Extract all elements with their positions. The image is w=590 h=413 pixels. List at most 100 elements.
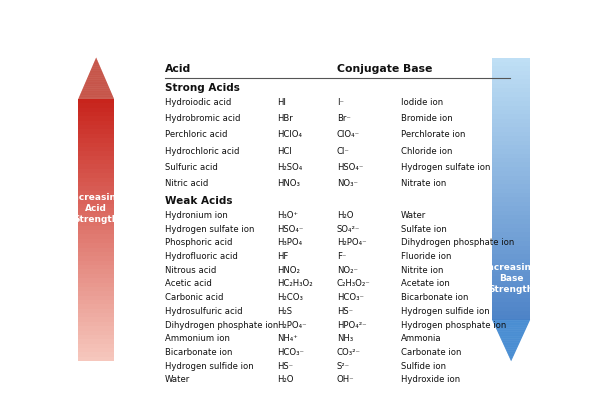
- Polygon shape: [78, 261, 114, 265]
- Polygon shape: [91, 69, 101, 70]
- Text: HCl: HCl: [277, 147, 292, 156]
- Polygon shape: [494, 325, 527, 326]
- Polygon shape: [78, 116, 114, 121]
- Polygon shape: [78, 199, 114, 204]
- Polygon shape: [78, 195, 114, 199]
- Polygon shape: [78, 247, 114, 252]
- Polygon shape: [492, 93, 530, 97]
- Text: Hydroxide ion: Hydroxide ion: [401, 375, 460, 384]
- Polygon shape: [492, 267, 530, 272]
- Text: Increasing
Base
Strength: Increasing Base Strength: [484, 263, 538, 294]
- Polygon shape: [492, 285, 530, 289]
- Polygon shape: [492, 206, 530, 211]
- Polygon shape: [509, 357, 513, 358]
- Text: Nitrite ion: Nitrite ion: [401, 266, 443, 275]
- Text: HCO₃⁻: HCO₃⁻: [337, 293, 363, 302]
- Text: Hydrochloric acid: Hydrochloric acid: [165, 147, 240, 156]
- Polygon shape: [78, 217, 114, 221]
- Text: HI: HI: [277, 98, 286, 107]
- Polygon shape: [95, 59, 97, 60]
- Polygon shape: [506, 350, 516, 351]
- Text: HC₂H₃O₂: HC₂H₃O₂: [277, 280, 313, 289]
- Polygon shape: [92, 66, 100, 67]
- Polygon shape: [78, 99, 114, 103]
- Polygon shape: [78, 134, 114, 138]
- Text: Hydrobromic acid: Hydrobromic acid: [165, 114, 241, 123]
- Text: HBr: HBr: [277, 114, 293, 123]
- Polygon shape: [492, 176, 530, 180]
- Polygon shape: [90, 72, 103, 73]
- Polygon shape: [498, 332, 525, 333]
- Polygon shape: [78, 204, 114, 208]
- Polygon shape: [78, 256, 114, 261]
- Polygon shape: [499, 335, 523, 336]
- Text: OH⁻: OH⁻: [337, 375, 354, 384]
- Polygon shape: [88, 76, 104, 77]
- Polygon shape: [78, 330, 114, 335]
- Polygon shape: [91, 67, 101, 68]
- Polygon shape: [90, 70, 102, 71]
- Text: Water: Water: [165, 375, 191, 384]
- Text: HS⁻: HS⁻: [337, 307, 353, 316]
- Polygon shape: [504, 346, 518, 347]
- Polygon shape: [78, 151, 114, 156]
- Text: HSO₄⁻: HSO₄⁻: [277, 225, 304, 234]
- Polygon shape: [492, 71, 530, 75]
- Polygon shape: [78, 243, 114, 247]
- Text: Dihydrogen phosphate ion: Dihydrogen phosphate ion: [165, 320, 278, 330]
- Polygon shape: [492, 123, 530, 128]
- Polygon shape: [492, 289, 530, 294]
- Polygon shape: [78, 221, 114, 225]
- Polygon shape: [492, 311, 530, 316]
- Polygon shape: [78, 282, 114, 287]
- Polygon shape: [507, 352, 515, 353]
- Polygon shape: [83, 86, 109, 87]
- Polygon shape: [492, 272, 530, 276]
- Text: Hydrogen sulfate ion: Hydrogen sulfate ion: [401, 163, 490, 172]
- Text: Sulfate ion: Sulfate ion: [401, 225, 447, 234]
- Text: H₃PO₄: H₃PO₄: [277, 238, 302, 247]
- Polygon shape: [492, 119, 530, 123]
- Text: Hydrofluoric acid: Hydrofluoric acid: [165, 252, 238, 261]
- Polygon shape: [509, 356, 513, 357]
- Text: Acid: Acid: [165, 64, 191, 74]
- Polygon shape: [492, 79, 530, 84]
- Text: CO₃²⁻: CO₃²⁻: [337, 348, 360, 357]
- Text: Hydrogen sulfide ion: Hydrogen sulfide ion: [401, 307, 489, 316]
- Polygon shape: [492, 215, 530, 219]
- Text: Hydrosulfuric acid: Hydrosulfuric acid: [165, 307, 243, 316]
- Polygon shape: [78, 291, 114, 296]
- Polygon shape: [500, 337, 522, 338]
- Text: H₂S: H₂S: [277, 307, 292, 316]
- Polygon shape: [78, 186, 114, 191]
- Polygon shape: [492, 114, 530, 119]
- Polygon shape: [90, 71, 103, 72]
- Text: Acetate ion: Acetate ion: [401, 280, 450, 289]
- Polygon shape: [492, 189, 530, 193]
- Polygon shape: [78, 147, 114, 151]
- Polygon shape: [78, 230, 114, 235]
- Polygon shape: [507, 351, 516, 352]
- Polygon shape: [78, 339, 114, 344]
- Polygon shape: [87, 77, 105, 78]
- Polygon shape: [78, 129, 114, 134]
- Polygon shape: [492, 233, 530, 237]
- Polygon shape: [78, 213, 114, 217]
- Polygon shape: [78, 300, 114, 304]
- Text: H₂PO₄⁻: H₂PO₄⁻: [277, 320, 307, 330]
- Polygon shape: [78, 169, 114, 173]
- Text: F⁻: F⁻: [337, 252, 346, 261]
- Text: HS⁻: HS⁻: [277, 361, 293, 370]
- Polygon shape: [496, 328, 526, 329]
- Text: HCO₃⁻: HCO₃⁻: [277, 348, 304, 357]
- Text: Nitrous acid: Nitrous acid: [165, 266, 217, 275]
- Text: Hydrogen sulfide ion: Hydrogen sulfide ion: [165, 361, 254, 370]
- Polygon shape: [498, 333, 524, 334]
- Polygon shape: [79, 96, 113, 97]
- Text: Hydrogen sulfate ion: Hydrogen sulfate ion: [165, 225, 254, 234]
- Polygon shape: [78, 335, 114, 339]
- Polygon shape: [78, 318, 114, 322]
- Polygon shape: [492, 259, 530, 263]
- Polygon shape: [492, 101, 530, 106]
- Polygon shape: [78, 178, 114, 182]
